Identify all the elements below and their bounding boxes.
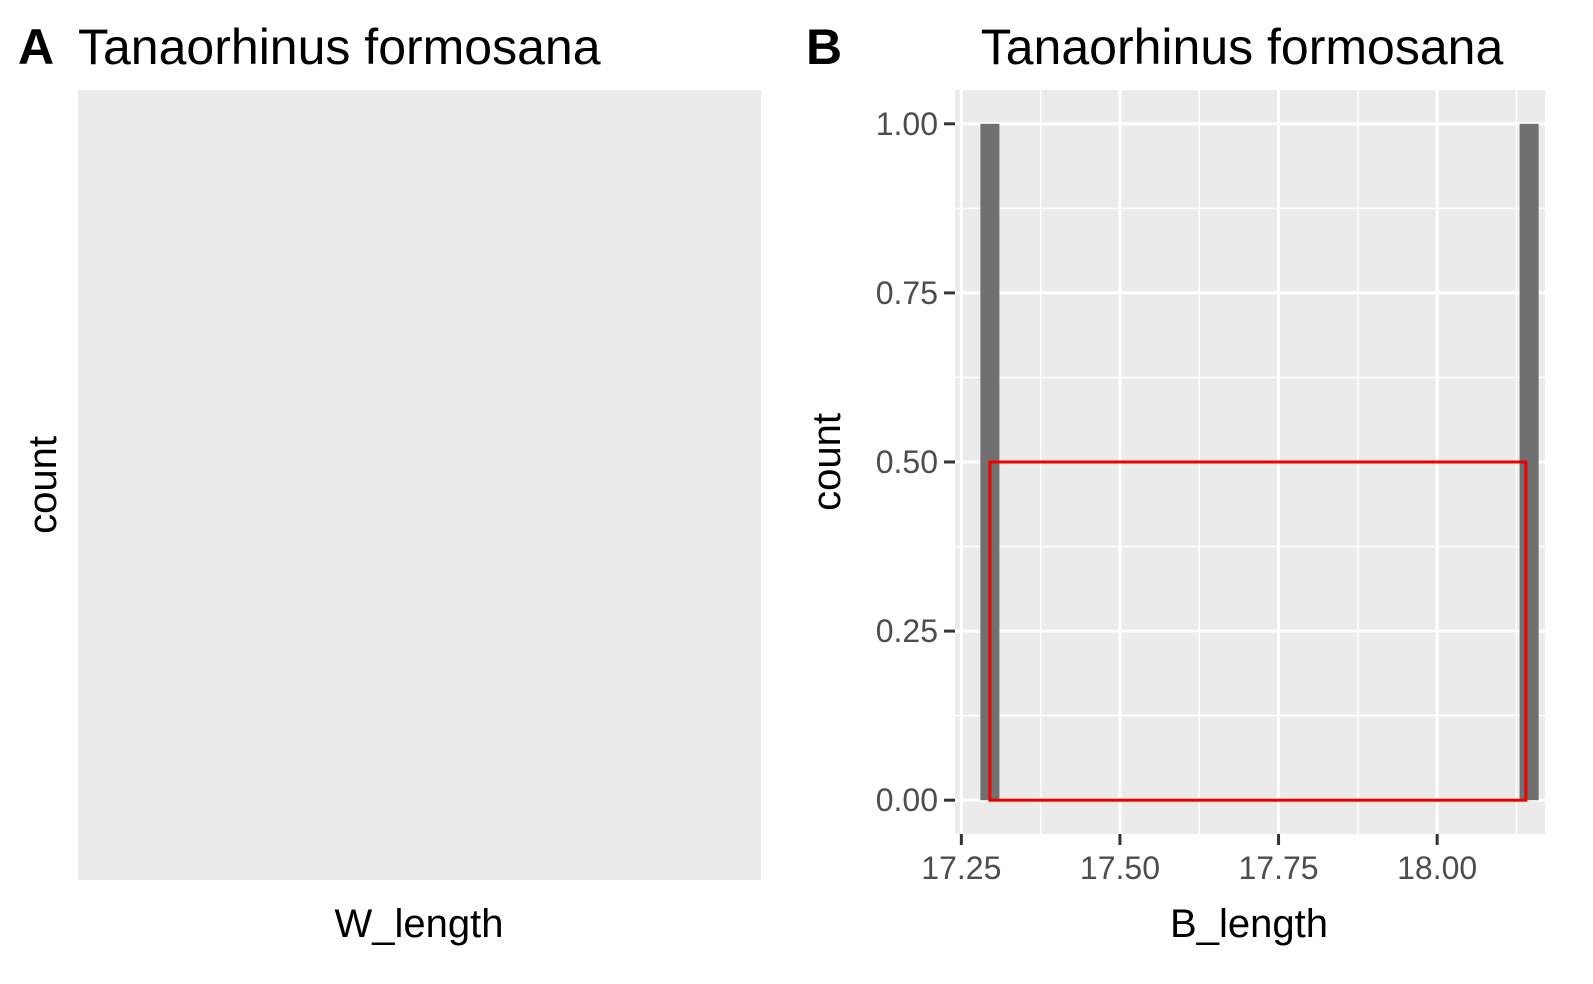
highlight-rectangle — [988, 460, 1528, 802]
y-tick-label: 0.00 — [876, 782, 938, 818]
panel-b-y-axis-title: count — [805, 413, 849, 511]
panel-b-y-axis: 0.00 0.25 0.50 0.75 1.00 — [876, 106, 955, 818]
panel-a-x-axis-title: W_length — [335, 902, 504, 946]
y-tick-label: 0.50 — [876, 444, 938, 480]
histogram-bar — [1519, 123, 1539, 801]
y-tick-label: 0.75 — [876, 275, 938, 311]
y-tick-label: 0.25 — [876, 613, 938, 649]
panel-a-title: Tanaorhinus formosana — [78, 19, 601, 75]
panel-b-x-axis: 17.25 17.50 17.75 18.00 — [921, 834, 1477, 886]
x-tick-label: 17.50 — [1080, 850, 1160, 886]
panel-a-tag: A — [18, 19, 54, 75]
panel-a: A Tanaorhinus formosana count W_length — [18, 19, 761, 946]
panel-b: B Tanaorhinus formosana 0.00 0.25 0.50 0.75… — [805, 19, 1545, 946]
panel-a-y-axis-title: count — [21, 436, 65, 534]
x-tick-label: 17.75 — [1239, 850, 1319, 886]
panel-b-x-axis-title: B_length — [1170, 902, 1328, 946]
y-tick-label: 1.00 — [876, 106, 938, 142]
x-tick-label: 18.00 — [1397, 850, 1477, 886]
panel-b-annotations — [988, 460, 1528, 802]
panel-b-tag: B — [806, 19, 842, 75]
panel-b-title: Tanaorhinus formosana — [981, 19, 1504, 75]
panel-a-plot-area — [78, 90, 761, 880]
x-tick-label: 17.25 — [921, 850, 1001, 886]
